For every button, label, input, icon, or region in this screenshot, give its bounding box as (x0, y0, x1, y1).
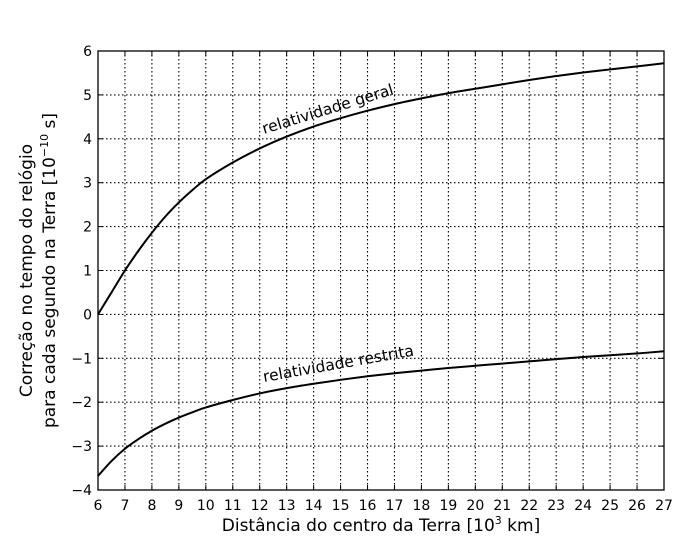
x-tick-label: 12 (251, 498, 269, 514)
x-axis-unit-exp: 3 (495, 514, 502, 527)
x-tick-label: 8 (147, 498, 156, 514)
tick-labels: 6 7 8 9 10 11 12 13 14 15 16 17 18 19 20 21 22 23 24 25 26 27… (71, 44, 673, 514)
y-axis-unit-tail: s] (40, 113, 60, 134)
x-tick-label: 6 (94, 498, 103, 514)
y-axis-unit-exp: −10 (38, 134, 51, 157)
series-line-relatividade-restrita (97, 350, 665, 477)
x-axis-unit-base: 10 (473, 516, 495, 536)
y-tick-label: −2 (71, 395, 92, 411)
x-tick-label: 24 (574, 498, 592, 514)
x-tick-label: 27 (655, 498, 673, 514)
y-tick-label: 4 (83, 132, 92, 148)
x-tick-label: 20 (466, 498, 484, 514)
x-tick-label: 25 (601, 498, 619, 514)
ticks (97, 50, 665, 491)
grid (98, 51, 664, 490)
y-tick-label: 1 (83, 264, 92, 280)
series-line-relatividade-geral (97, 62, 665, 315)
x-tick-label: 21 (493, 498, 511, 514)
x-axis-unit-tail: km] (502, 516, 540, 536)
x-tick-label: 10 (197, 498, 215, 514)
x-tick-label: 15 (332, 498, 350, 514)
x-tick-label: 11 (224, 498, 242, 514)
x-tick-label: 16 (359, 498, 377, 514)
y-tick-label: 2 (83, 220, 92, 236)
x-tick-label: 9 (174, 498, 183, 514)
y-axis-unit-base: 10 (40, 157, 60, 179)
x-tick-label: 17 (386, 498, 404, 514)
y-tick-label: −3 (71, 439, 92, 455)
y-tick-label: 5 (83, 88, 92, 104)
x-tick-label: 26 (628, 498, 646, 514)
x-axis-title: Distância do centro da Terra [103 km] (222, 514, 540, 536)
y-tick-label: 3 (83, 176, 92, 192)
y-tick-label: 6 (83, 44, 92, 60)
y-tick-label: −4 (71, 483, 92, 499)
x-tick-label: 14 (305, 498, 323, 514)
x-axis-title-main: Distância do centro da Terra [ (222, 516, 473, 536)
x-tick-label: 22 (520, 498, 538, 514)
x-tick-label: 23 (547, 498, 565, 514)
y-axis-title-line1: Correção no tempo do relógio (17, 144, 37, 397)
y-axis-title-line2: para cada segundo na Terra [10−10 s] (38, 113, 60, 428)
y-axis-title-line2-main: para cada segundo na Terra [ (40, 179, 60, 428)
y-tick-label: −1 (71, 351, 92, 367)
curves (97, 62, 665, 477)
x-tick-label: 7 (120, 498, 129, 514)
x-tick-label: 13 (278, 498, 296, 514)
x-tick-label: 18 (413, 498, 431, 514)
x-tick-label: 19 (439, 498, 457, 514)
y-axis-title: Correção no tempo do relógio para cada s… (17, 113, 60, 428)
y-tick-label: 0 (83, 307, 92, 323)
